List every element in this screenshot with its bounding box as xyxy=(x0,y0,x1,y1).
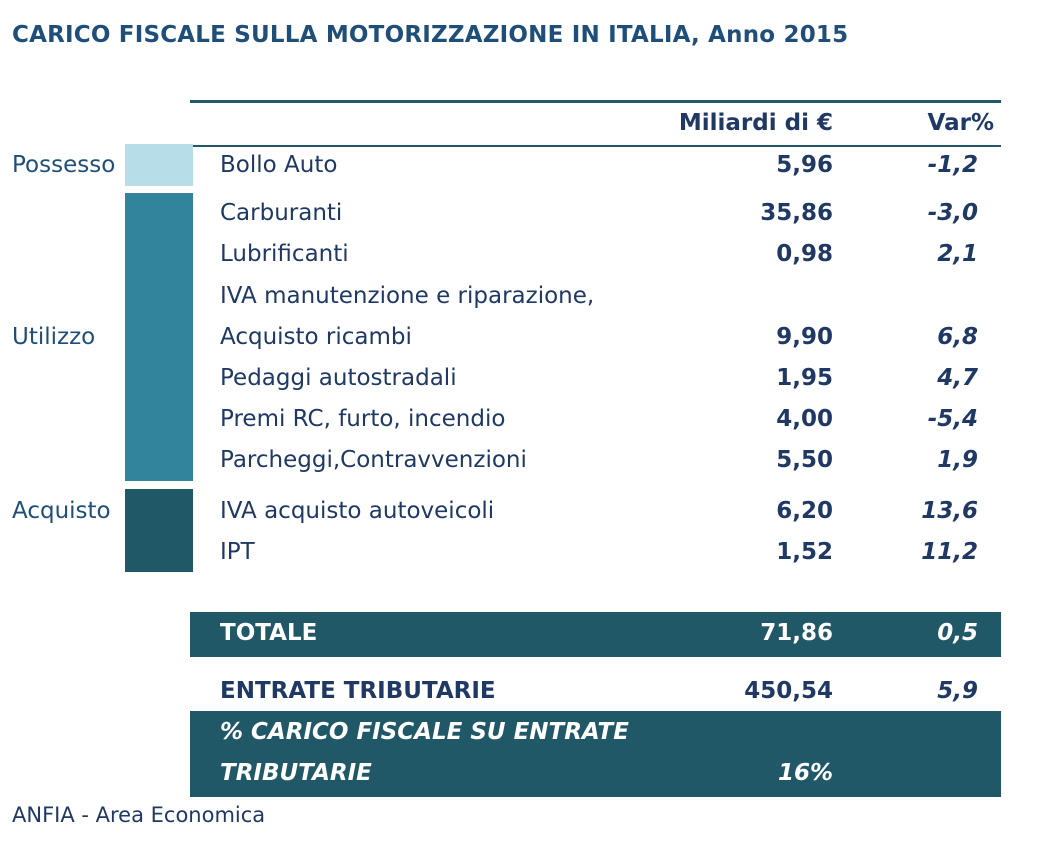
category-utilizzo: Utilizzo xyxy=(12,324,96,350)
row-value: 5,96 xyxy=(776,152,833,178)
header-rule xyxy=(190,145,1001,147)
source-footer: ANFIA - Area Economica xyxy=(12,803,266,827)
row-value: 5,50 xyxy=(776,447,833,473)
row-label: Bollo Auto xyxy=(220,152,338,178)
row-var: 1,9 xyxy=(937,447,978,473)
category-bar-utilizzo xyxy=(125,193,193,481)
row-label: Pedaggi autostradali xyxy=(220,365,457,391)
row-label: IPT xyxy=(220,539,255,565)
category-bar-possesso xyxy=(125,144,193,186)
row-value: 6,20 xyxy=(776,498,833,524)
row-var: 13,6 xyxy=(921,498,978,524)
row-label: Lubrificanti xyxy=(220,241,349,267)
carico-value: 16% xyxy=(777,760,833,786)
row-var: 4,7 xyxy=(937,365,978,391)
entrate-value: 450,54 xyxy=(744,678,833,704)
row-var: 6,8 xyxy=(937,324,978,350)
carico-label-line1: % CARICO FISCALE SU ENTRATE xyxy=(220,719,629,745)
page-title: CARICO FISCALE SULLA MOTORIZZAZIONE IN I… xyxy=(12,22,849,48)
row-var: -1,2 xyxy=(927,152,978,178)
row-var: 2,1 xyxy=(937,241,978,267)
table-top-rule xyxy=(190,100,1001,103)
carico-band xyxy=(190,711,1001,797)
row-var: -5,4 xyxy=(927,406,978,432)
row-label: Parcheggi,Contravvenzioni xyxy=(220,447,527,473)
carico-label-line2: TRIBUTARIE xyxy=(220,760,372,786)
entrate-label: ENTRATE TRIBUTARIE xyxy=(220,678,496,704)
row-label: IVA manutenzione e riparazione, xyxy=(220,283,595,309)
row-value: 9,90 xyxy=(776,324,833,350)
row-label: Premi RC, furto, incendio xyxy=(220,406,506,432)
category-acquisto: Acquisto xyxy=(12,498,111,524)
column-header-value: Miliardi di € xyxy=(678,110,833,136)
row-var: 11,2 xyxy=(921,539,978,565)
column-header-var: Var% xyxy=(927,110,994,136)
row-label: IVA acquisto autoveicoli xyxy=(220,498,495,524)
row-value: 1,95 xyxy=(776,365,833,391)
category-bar-acquisto xyxy=(125,489,193,572)
totale-value: 71,86 xyxy=(760,620,833,646)
row-label: Carburanti xyxy=(220,200,343,226)
row-value: 1,52 xyxy=(776,539,833,565)
row-var: -3,0 xyxy=(927,200,978,226)
entrate-var: 5,9 xyxy=(937,678,978,704)
row-label-continued: Acquisto ricambi xyxy=(220,324,412,350)
totale-band xyxy=(190,612,1001,657)
totale-label: TOTALE xyxy=(220,620,318,646)
totale-var: 0,5 xyxy=(937,620,978,646)
row-value: 4,00 xyxy=(776,406,833,432)
category-possesso: Possesso xyxy=(12,152,116,178)
row-value: 0,98 xyxy=(776,241,833,267)
row-value: 35,86 xyxy=(760,200,833,226)
